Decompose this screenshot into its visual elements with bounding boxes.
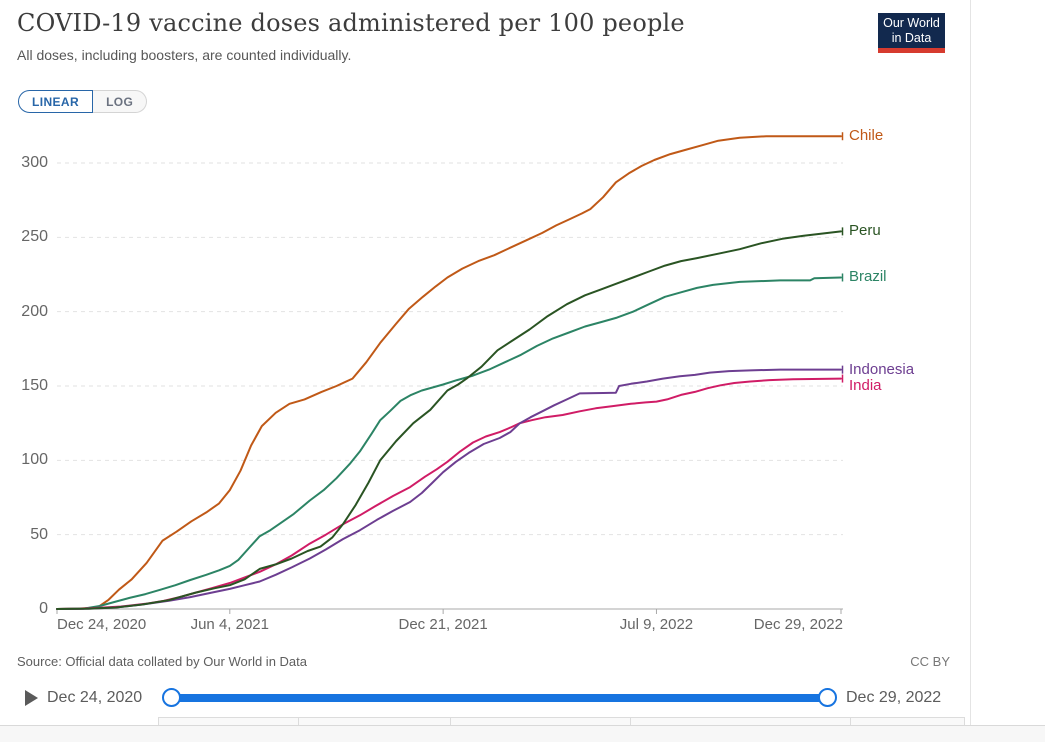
timeline-start-date: Dec 24, 2020 [47, 689, 143, 706]
timeline-start-handle[interactable] [162, 688, 181, 707]
y-axis-label: 300 [21, 154, 48, 171]
page-subtitle: All doses, including boosters, are count… [17, 47, 352, 63]
y-axis-label: 200 [21, 302, 48, 320]
owid-logo[interactable]: Our World in Data [878, 13, 945, 53]
container-right-border [970, 0, 971, 725]
timeline-end-handle[interactable] [818, 688, 837, 707]
page-title: COVID-19 vaccine doses administered per … [17, 9, 685, 37]
series-label-brazil: Brazil [849, 268, 887, 286]
owid-logo-line2: in Data [891, 31, 932, 45]
series-label-chile: Chile [849, 127, 884, 145]
series-label-indonesia: Indonesia [849, 360, 915, 378]
owid-logo-line1: Our World [883, 16, 940, 30]
y-axis-label: 50 [30, 525, 48, 543]
x-axis-label: Dec 21, 2021 [398, 616, 488, 633]
license-link[interactable]: CC BY [910, 654, 950, 669]
timeline-end-date: Dec 29, 2022 [846, 689, 942, 706]
y-axis-label: 100 [21, 451, 48, 469]
series-label-india: India [849, 376, 882, 394]
source-note: Source: Official data collated by Our Wo… [17, 654, 307, 669]
log-toggle-button[interactable]: LOG [93, 90, 148, 113]
owid-logo-redbar [878, 48, 945, 53]
scale-toggle: LINEAR LOG [18, 90, 148, 113]
y-axis-label: 0 [39, 600, 48, 617]
container-bottom-border [0, 725, 1045, 726]
page-background-strip [0, 726, 1045, 742]
x-axis-label: Dec 29, 2022 [753, 616, 843, 633]
owid-logo-text: Our World in Data [878, 13, 945, 48]
series-label-peru: Peru [849, 222, 881, 240]
x-axis-label: Dec 24, 2020 [57, 616, 147, 633]
timeline-slider-track[interactable] [171, 694, 827, 702]
x-axis-label: Jul 9, 2022 [619, 616, 694, 633]
x-axis-label: Jun 4, 2021 [190, 616, 269, 633]
play-button[interactable] [25, 690, 38, 706]
y-axis-label: 150 [21, 377, 48, 394]
linear-toggle-button[interactable]: LINEAR [18, 90, 94, 113]
y-axis-label: 250 [21, 228, 48, 246]
